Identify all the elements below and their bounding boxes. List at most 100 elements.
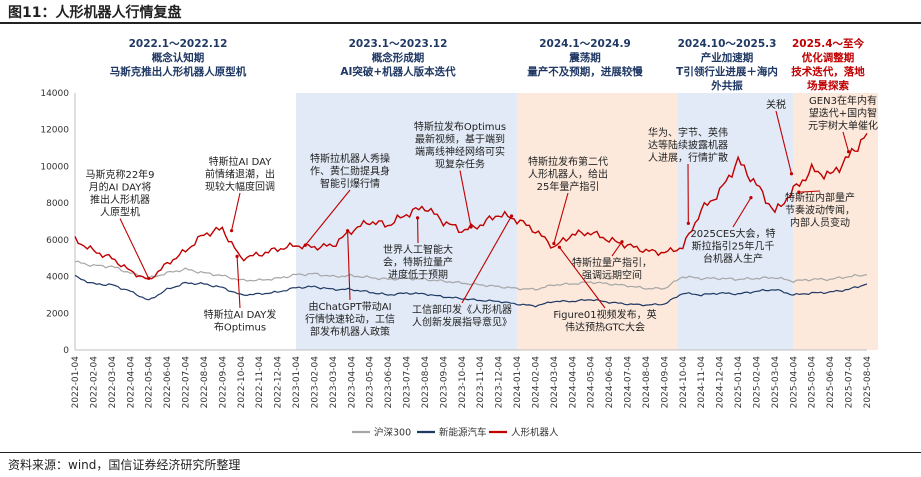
x-tick-label-26: 2024-03-04 [550,356,560,409]
annotation-arrow-tip-10 [557,245,562,249]
annotation-5-line-2: 部发布机器人政策 [310,325,390,338]
x-tick-label-15: 2023-04-04 [347,356,357,409]
annotation-2-line-1: 布Optimus [214,322,266,334]
x-tick-label-31: 2024-08-04 [642,356,652,409]
annotation-arrow-tip-4 [415,216,420,220]
legend-label-0: 沪深300 [374,427,411,439]
annotation-6-line-0: 特斯拉发布Optimus [414,120,506,133]
annotation-5-line-0: 由ChatGPT带动AI [308,300,391,313]
x-tick-label-33: 2024-10-04 [679,356,689,409]
annotation-5-line-1: 行情快速轮动，工信 [305,313,395,326]
annotation-1-line-2: 现较大幅度回调 [205,180,275,193]
annotation-arrow-15 [798,190,821,193]
period-phase-4: 优化调整期 [802,51,855,64]
y-tick-label-1: 2000 [46,309,69,319]
x-tick-label-34: 2024-11-04 [697,356,707,409]
x-tick-label-12: 2023-01-04 [292,356,302,409]
annotation-arrow-2 [236,256,241,309]
period-range-0: 2022.1～2022.12 [129,38,228,50]
period-phase-0: 概念认知期 [152,51,205,64]
annotation-arrow-1 [231,192,241,231]
annotation-arrow-tip-6 [469,225,473,229]
annotation-15-line-0: 特斯拉内部量产 [785,191,855,204]
x-tick-label-11: 2022-12-04 [274,356,284,409]
annotation-arrow-14 [842,131,850,152]
x-tick-label-32: 2024-09-04 [660,356,670,409]
annotation-arrow-tip-14 [846,150,851,154]
x-tick-label-23: 2023-12-04 [495,356,505,409]
x-tick-label-17: 2023-06-04 [384,356,394,409]
x-tick-label-40: 2025-05-04 [808,356,818,409]
period-phase-1: 概念形成期 [372,51,425,64]
period-desc-3-cont: 外共振 [710,79,743,92]
x-tick-label-36: 2025-01-04 [734,356,744,409]
annotation-3-line-2: 智能引爆行情 [320,177,380,190]
annotation-9-line-1: 强调远期空间 [582,269,642,282]
period-range-4: 2025.4～至今 [792,37,865,50]
x-tick-label-1: 2022-02-04 [89,356,99,409]
annotation-1-line-1: 前情绪退潮，出 [205,168,275,181]
period-range-3: 2024.10～2025.3 [678,38,777,50]
x-tick-label-30: 2024-07-04 [624,356,634,409]
annotation-arrow-tip-13 [789,172,794,176]
annotation-3-line-1: 作、黄仁勋提具身 [310,165,390,178]
x-tick-label-18: 2023-07-04 [403,356,413,409]
annotation-6-line-2: 端离线神经网络可实 [415,145,505,158]
y-tick-label-4: 8000 [46,199,69,209]
x-tick-label-35: 2024-12-04 [716,356,726,409]
y-tick-label-0: 0 [63,346,69,356]
period-phase-3: 产业加速期 [701,51,754,64]
x-tick-label-37: 2025-02-04 [752,356,762,409]
annotation-14-line-0: GEN3在年内有 [809,94,877,107]
annotation-arrow-tip-12 [749,196,753,200]
annotation-arrow-12 [732,197,752,228]
annotation-12-line-0: 2025CES大会，特 [690,227,775,240]
annotation-4-line-2: 进度低于预期 [388,268,448,281]
x-tick-label-2: 2022-03-04 [108,356,118,409]
y-tick-label-7: 14000 [40,89,69,99]
annotation-6-line-3: 现复杂任务 [435,158,485,171]
annotation-9-line-0: 特斯拉量产指引， [572,256,652,269]
annotation-4-line-1: 会，特斯拉量产 [383,256,453,269]
x-tick-label-5: 2022-06-04 [163,356,173,409]
annotation-0-line-2: 推出人形机器 [90,193,150,206]
annotation-10-line-1: 伟达预热GTC大会 [565,321,645,334]
x-tick-label-6: 2022-07-04 [182,356,192,409]
x-tick-label-41: 2025-06-04 [826,356,836,409]
annotation-arrow-10 [558,246,606,309]
annotation-11-line-2: 人进展，行情扩散 [648,151,728,164]
period-desc-3: T引领行业进展＋海内 [676,65,778,78]
x-tick-label-29: 2024-06-04 [605,356,615,409]
x-tick-label-10: 2022-11-04 [255,356,265,409]
x-tick-label-22: 2023-11-04 [476,356,486,409]
annotation-2-line-0: 特斯拉AI DAY发 [204,308,277,321]
series-line-0 [74,260,868,291]
period-desc-4: 技术迭代，落地 [791,65,865,78]
legend-label-1: 新能源汽车 [439,427,487,439]
x-tick-label-27: 2024-04-04 [568,356,578,409]
annotation-0-line-3: 人原型机 [100,206,140,219]
annotation-arrow-tip-0 [147,276,151,281]
x-tick-label-25: 2024-02-04 [531,356,541,409]
period-range-1: 2023.1～2023.12 [349,38,448,50]
x-tick-label-9: 2022-10-04 [237,356,247,409]
figure-title: 图11：人形机器人行情复盘 [8,5,182,21]
annotation-8-line-1: 人形机器人，给出 [528,168,608,181]
x-tick-label-20: 2023-09-04 [439,356,449,409]
annotation-arrow-tip-15 [797,190,801,194]
y-tick-label-3: 6000 [46,236,69,246]
annotation-arrow-3 [304,189,351,246]
annotation-8-line-0: 特斯拉发布第二代 [528,155,608,168]
period-band-1 [296,93,518,350]
source-note: 资料来源：wind，国信证券经济研究所整理 [8,458,241,472]
annotation-arrow-tip-7 [509,214,514,218]
annotation-7-line-0: 工信部印发《人形机器 [412,303,512,316]
annotation-11-line-0: 华为、字节、英伟 [648,126,728,139]
period-desc-0: 马斯克推出人形机器人原型机 [110,65,247,78]
period-desc-4-cont: 场景探索 [807,79,849,92]
x-tick-label-38: 2025-03-04 [771,356,781,409]
period-range-2: 2024.1～2024.9 [539,38,631,50]
annotation-12-line-2: 台机器人生产 [703,252,763,265]
x-tick-label-7: 2022-08-04 [200,356,210,409]
